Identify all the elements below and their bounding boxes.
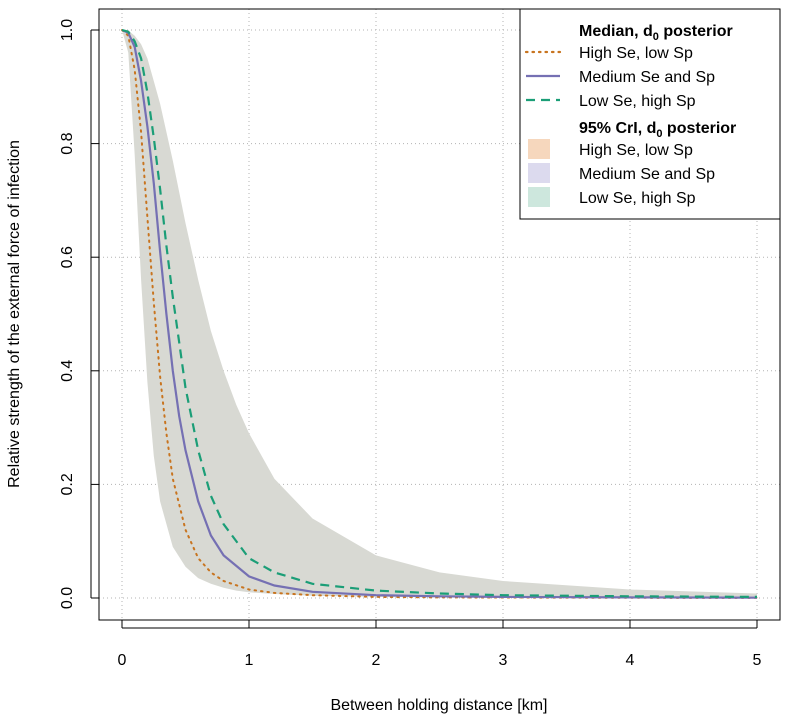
x-tick-label: 2: [372, 652, 381, 669]
grid-lines: [99, 9, 780, 620]
credible-interval-band: [122, 30, 757, 598]
legend-band-label: Medium Se and Sp: [579, 166, 715, 183]
legend-median-header: Median, d0 posterior: [579, 23, 733, 43]
legend-band-swatch: [528, 139, 550, 159]
legend-band-swatch: [528, 163, 550, 183]
legend-line-label: High Se, low Sp: [579, 45, 693, 62]
legend-box: [519, 8, 781, 220]
y-tick-label: 1.0: [59, 19, 76, 41]
legend-band-label: Low Se, high Sp: [579, 190, 696, 207]
x-tick-label: 0: [118, 652, 127, 669]
x-tick-label: 5: [753, 652, 762, 669]
series-line-2: [121, 28, 758, 599]
plot-frame: [98, 8, 781, 621]
x-tick-label: 3: [499, 652, 508, 669]
x-axis: 0 1 2 3 4 5: [118, 620, 762, 669]
legend-band-label: High Se, low Sp: [579, 142, 693, 159]
series-lines: [121, 28, 758, 599]
y-axis: 0.0 0.2 0.4 0.6 0.8 1.0: [59, 19, 99, 609]
x-tick-label: 1: [245, 652, 254, 669]
legend: Median, d0 posterior High Se, low Sp Medi…: [519, 8, 781, 220]
series-line-1: [121, 28, 758, 599]
legend-line-label: Medium Se and Sp: [579, 69, 715, 86]
band-95-crl: [122, 30, 757, 598]
y-tick-label: 0.2: [59, 473, 76, 495]
series-line-0: [121, 29, 758, 599]
legend-crl-header: 95% CrI, d0 posterior: [579, 120, 736, 140]
legend-line-label: Low Se, high Sp: [579, 93, 696, 110]
legend-band-swatch: [528, 187, 550, 207]
y-tick-label: 0.8: [59, 132, 76, 154]
x-axis-label: Between holding distance [km]: [330, 697, 547, 714]
y-tick-label: 0.4: [59, 360, 76, 382]
y-axis-label: Relative strength of the external force …: [6, 140, 23, 488]
x-tick-label: 4: [626, 652, 635, 669]
y-tick-label: 0.0: [59, 587, 76, 609]
y-tick-label: 0.6: [59, 246, 76, 268]
